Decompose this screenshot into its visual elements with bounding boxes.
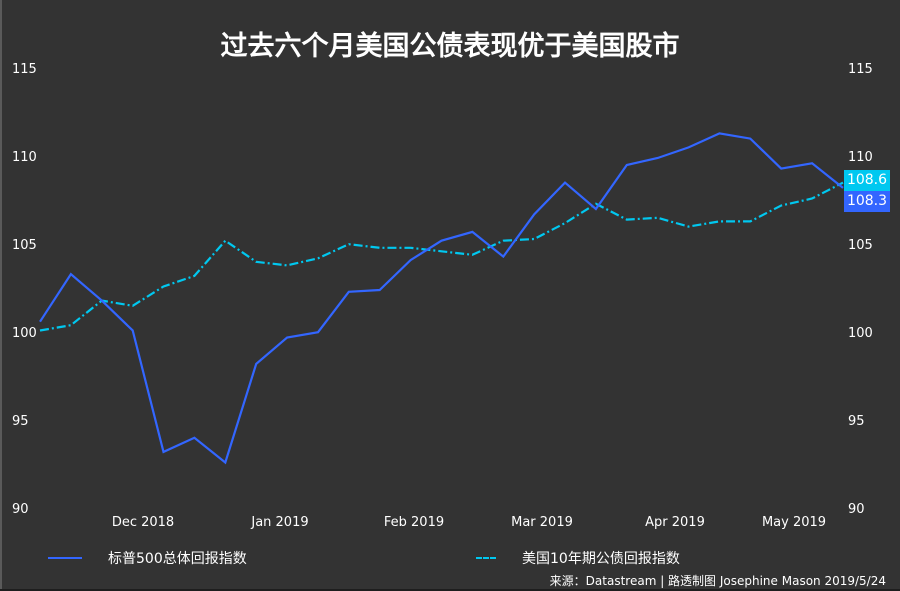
y-tick-right: 115 [848,62,873,77]
chart-title: 过去六个月美国公债表现优于美国股市 [220,31,680,62]
legend-sp500-label: 标普500总体回报指数 [108,551,247,567]
legend-sp500: 标普500总体回报指数 [48,548,247,568]
sp500-end-label: 108.3 [844,191,890,212]
treasury-line [39,181,844,332]
legend-treasury-label: 美国10年期公债回报指数 [522,551,680,567]
treasury-end-label: 108.6 [844,170,890,191]
x-tick: Dec 2018 [111,515,175,530]
x-tick: Mar 2019 [511,515,573,530]
legend-solid-line-icon [48,557,82,559]
y-tick-right: 105 [848,238,873,253]
y-tick-left: 115 [12,62,37,77]
y-tick-right: 95 [848,414,865,429]
sp500-line [39,132,844,465]
y-tick-left: 90 [12,502,29,517]
source-note: 来源：Datastream | 路透制图 Josephine Mason 201… [549,574,886,588]
x-tick: May 2019 [761,515,827,530]
y-tick-left: 105 [12,238,37,253]
frame-bottom-border [0,589,900,591]
y-tick-right: 110 [848,150,873,165]
x-tick: Feb 2019 [383,515,445,530]
x-tick: Apr 2019 [645,515,705,530]
y-tick-right: 100 [848,326,873,341]
y-tick-left: 100 [12,326,37,341]
legend-treasury: 美国10年期公债回报指数 [476,548,680,568]
y-tick-right: 90 [848,502,865,517]
frame-left-border [0,0,2,591]
y-tick-left: 110 [12,150,37,165]
y-tick-left: 95 [12,414,29,429]
legend-dashdot-line-icon [476,557,496,559]
x-tick: Jan 2019 [251,515,309,530]
